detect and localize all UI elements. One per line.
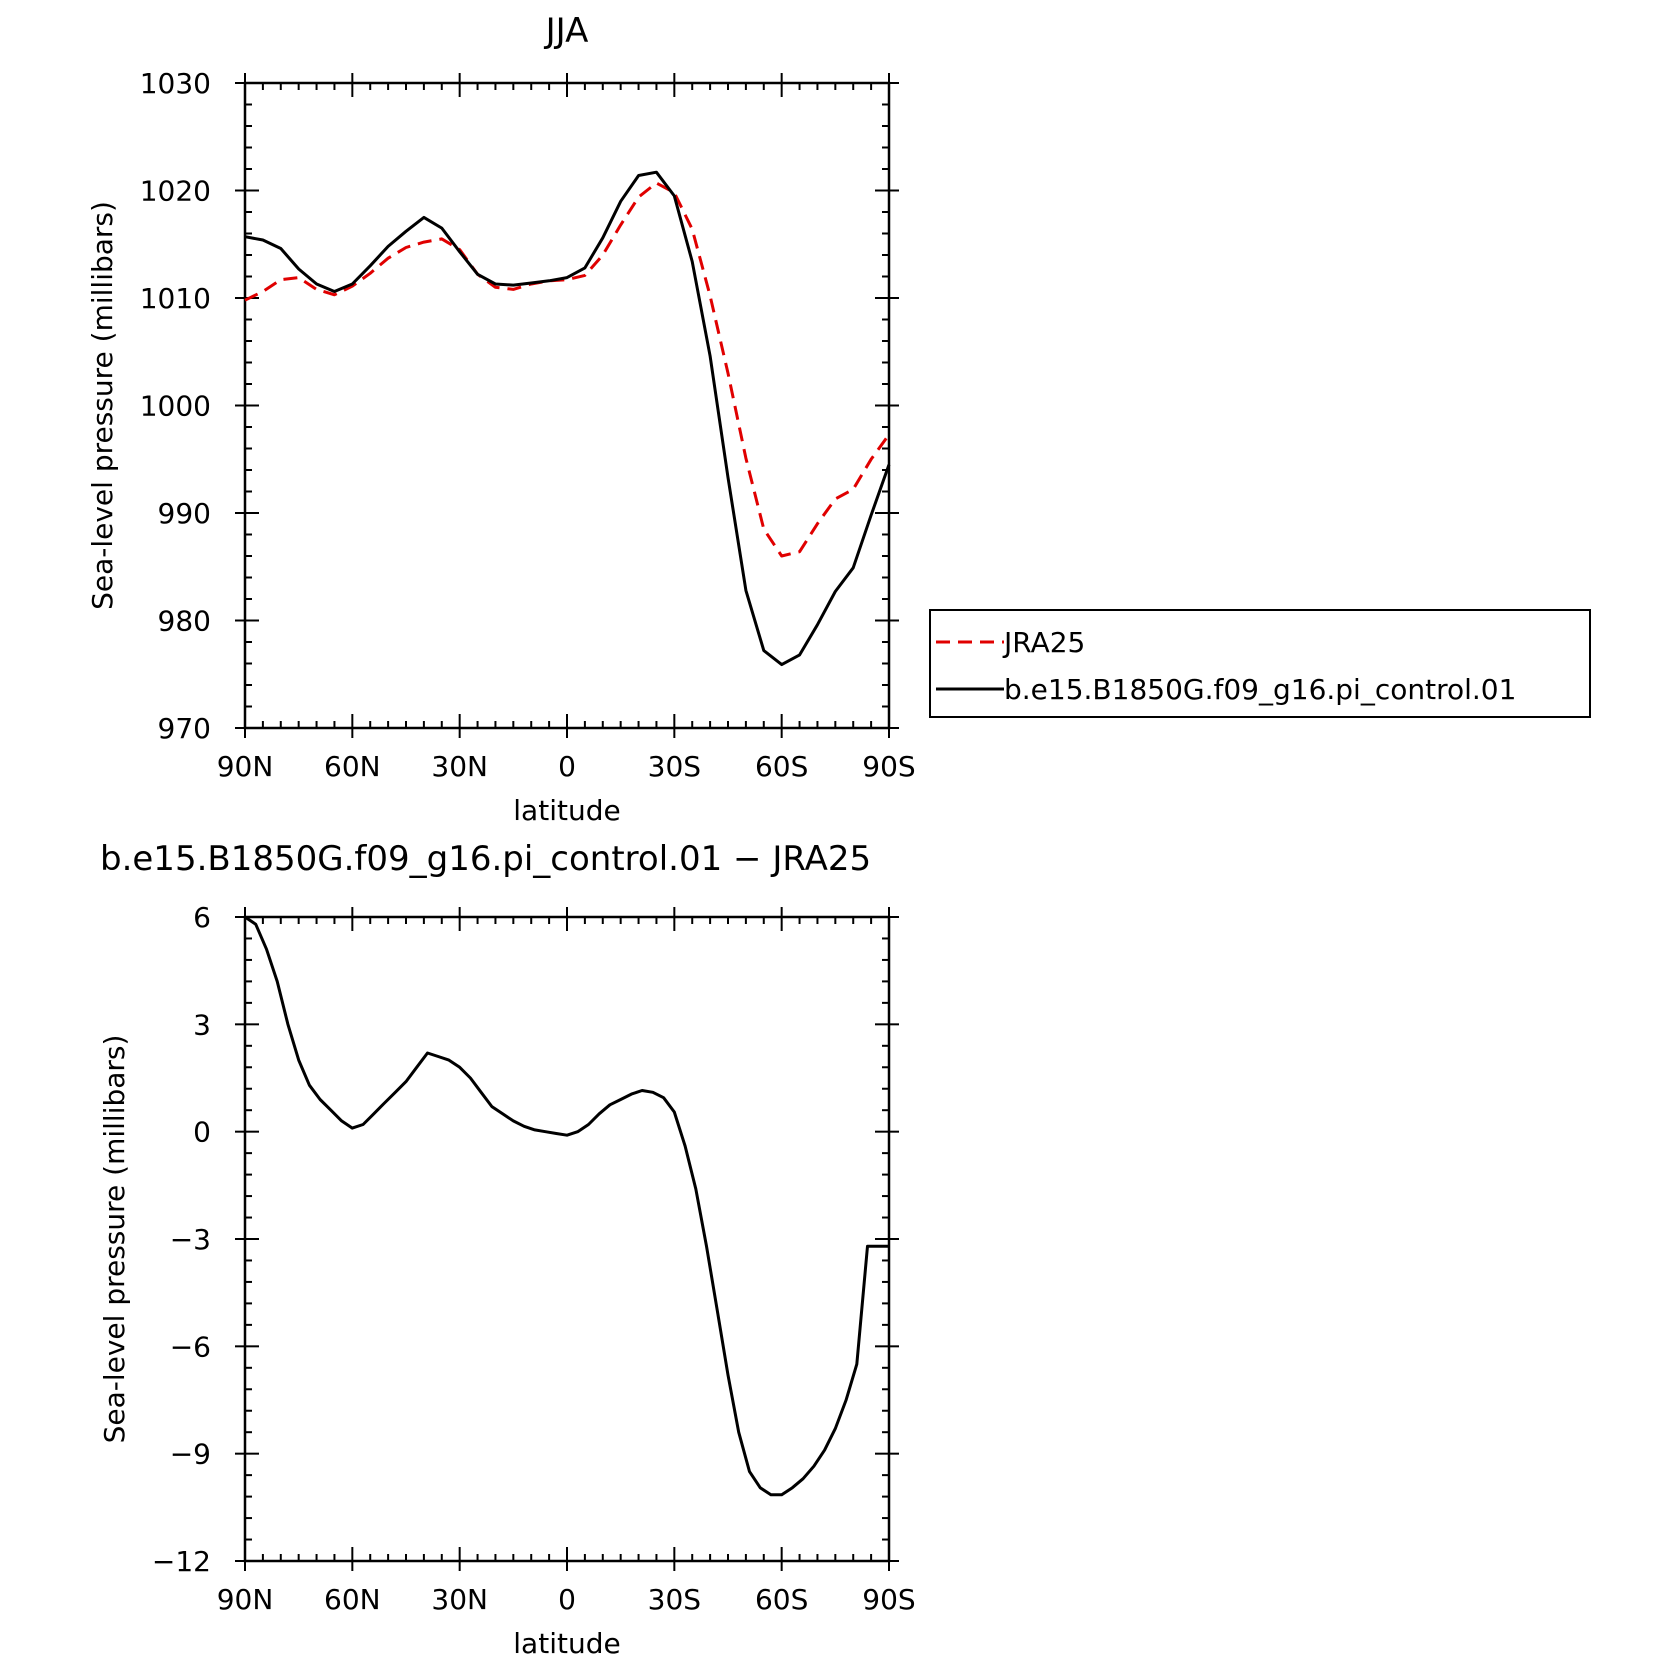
panel2-x-tick-label: 0 — [558, 1583, 576, 1616]
panel1-y-tick-label: 1030 — [140, 67, 211, 100]
panel2-y-tick-label: −6 — [170, 1330, 211, 1363]
panel1-x-tick-label: 60N — [324, 750, 381, 783]
panel1-y-tick-label: 1010 — [140, 282, 211, 315]
panel1-x-tick-label: 0 — [558, 750, 576, 783]
panel2-y-tick-label: −12 — [152, 1545, 211, 1578]
legend-label-2: b.e15.B1850G.f09_g16.pi_control.01 — [1004, 673, 1516, 706]
panel2-series-line-1 — [244, 915, 889, 1497]
panel2-x-tick-label: 30N — [431, 1583, 488, 1616]
panel1-y-tick-label: 1000 — [140, 390, 211, 423]
legend-box — [929, 609, 1591, 718]
panel1-y-tick-label: 1020 — [140, 175, 211, 208]
panel2-y-tick-label: −3 — [170, 1223, 211, 1256]
panel1-series-line-2 — [244, 170, 891, 667]
legend-label-1: JRA25 — [1002, 626, 1085, 659]
panel2-x-tick-label: 90S — [862, 1583, 915, 1616]
panel1-x-tick-label: 30S — [648, 750, 701, 783]
panel1-x-tick-label: 30N — [431, 750, 488, 783]
panel2-y-tick-label: 0 — [193, 1116, 211, 1149]
panel2-x-axis-label: latitude — [513, 1627, 620, 1660]
panel1-y-tick-label: 970 — [158, 712, 211, 745]
panel2-y-tick-label: −9 — [170, 1438, 211, 1471]
panel2-y-tick-label: 6 — [193, 901, 211, 934]
panel1-y-axis-label: Sea-level pressure (millibars) — [86, 201, 119, 610]
panel1-series-line-1 — [244, 181, 891, 558]
panel1-y-tick-label: 980 — [158, 605, 211, 638]
panel1-x-tick-label: 60S — [755, 750, 808, 783]
panel1-plot-frame — [243, 81, 891, 730]
panel2-x-tick-label: 60S — [755, 1583, 808, 1616]
panel1-x-tick-label: 90N — [217, 750, 274, 783]
panel2-plot-frame — [243, 915, 891, 1563]
panel2-x-tick-label: 60N — [324, 1583, 381, 1616]
panel2-x-tick-label: 30S — [648, 1583, 701, 1616]
panel1-x-axis-label: latitude — [513, 794, 620, 827]
panel2-x-tick-label: 90N — [217, 1583, 274, 1616]
panel1-title: JJA — [544, 11, 589, 51]
panel2-y-axis-label: Sea-level pressure (millibars) — [98, 1035, 131, 1444]
panel1-y-tick-label: 990 — [158, 497, 211, 530]
panel2-y-tick-label: 3 — [193, 1008, 211, 1041]
panel1-x-tick-label: 90S — [862, 750, 915, 783]
panel2-title: b.e15.B1850G.f09_g16.pi_control.01 − JRA… — [100, 839, 871, 879]
